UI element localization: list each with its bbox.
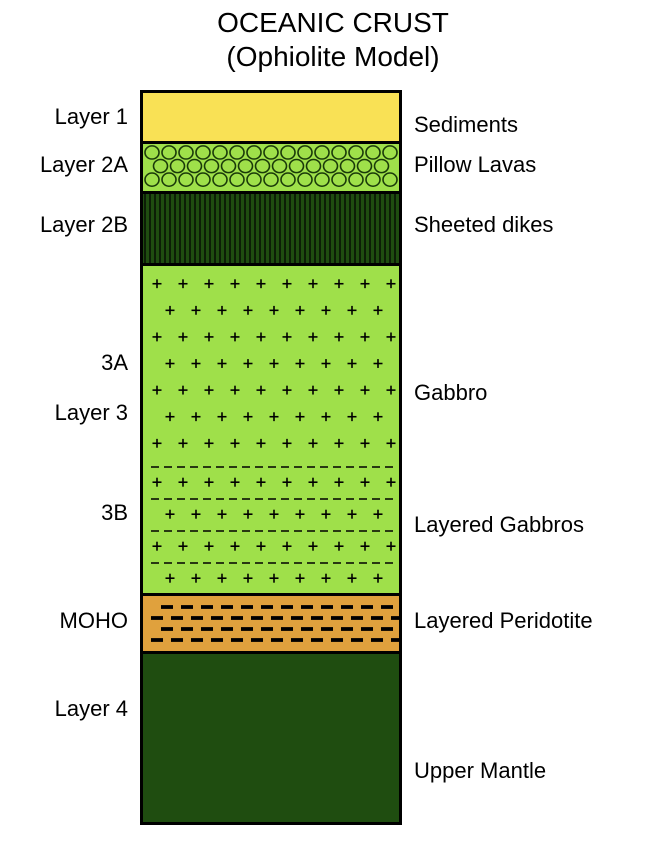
label-right-mantle: Upper Mantle bbox=[414, 758, 546, 784]
label-left-mantle: Layer 4 bbox=[55, 696, 128, 722]
layer-dikes bbox=[143, 191, 399, 263]
layer-gabbro bbox=[143, 263, 399, 463]
label-right-sediments: Sediments bbox=[414, 112, 518, 138]
label-left-extra: Layer 3 bbox=[55, 400, 128, 426]
label-right-dikes: Sheeted dikes bbox=[414, 212, 553, 238]
layer-layered_gabbro bbox=[143, 463, 399, 593]
label-left-sediments: Layer 1 bbox=[55, 104, 128, 130]
label-left-peridotite: MOHO bbox=[60, 608, 128, 634]
label-left-pillow: Layer 2A bbox=[40, 152, 128, 178]
layer-pillow bbox=[143, 141, 399, 191]
layer-sediments bbox=[143, 93, 399, 141]
layer-mantle bbox=[143, 651, 399, 822]
layer-peridotite bbox=[143, 593, 399, 651]
title-line-2: (Ophiolite Model) bbox=[0, 40, 666, 74]
label-right-layered_gabbro: Layered Gabbros bbox=[414, 512, 584, 538]
label-right-pillow: Pillow Lavas bbox=[414, 152, 536, 178]
label-right-peridotite: Layered Peridotite bbox=[414, 608, 593, 634]
label-left-gabbro: 3A bbox=[101, 350, 128, 376]
label-right-gabbro: Gabbro bbox=[414, 380, 487, 406]
label-left-layered_gabbro: 3B bbox=[101, 500, 128, 526]
stratigraphic-column bbox=[140, 90, 402, 825]
title-line-1: OCEANIC CRUST bbox=[0, 6, 666, 40]
label-left-dikes: Layer 2B bbox=[40, 212, 128, 238]
